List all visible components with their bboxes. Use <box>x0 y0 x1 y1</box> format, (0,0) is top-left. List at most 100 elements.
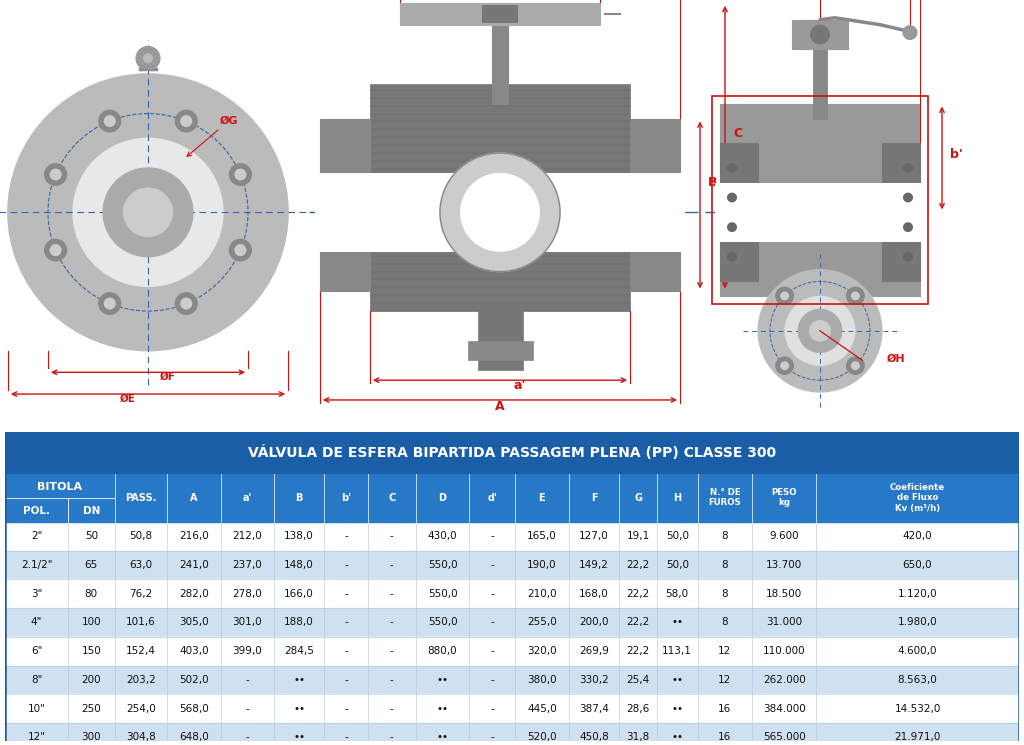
Text: 22,2: 22,2 <box>627 560 650 570</box>
Text: 22,2: 22,2 <box>627 589 650 599</box>
Bar <box>753 474 816 522</box>
Bar <box>325 474 368 522</box>
Text: C: C <box>388 492 395 503</box>
Text: 28,6: 28,6 <box>627 704 650 714</box>
Text: 149,2: 149,2 <box>580 560 609 570</box>
Text: 212,0: 212,0 <box>232 531 262 541</box>
Text: 4.600,0: 4.600,0 <box>898 646 937 656</box>
Bar <box>416 474 469 522</box>
Text: -: - <box>246 675 249 685</box>
Text: 150: 150 <box>82 646 101 656</box>
Circle shape <box>103 168 193 257</box>
Text: 101,6: 101,6 <box>126 618 156 627</box>
Text: 216,0: 216,0 <box>179 531 209 541</box>
Text: 403,0: 403,0 <box>179 646 209 656</box>
Text: 22,2: 22,2 <box>627 646 650 656</box>
Text: 31.000: 31.000 <box>766 618 802 627</box>
Text: 450,8: 450,8 <box>580 732 609 743</box>
Text: -: - <box>490 560 495 570</box>
Text: F: F <box>591 492 597 503</box>
Bar <box>5 474 115 522</box>
Text: 320,0: 320,0 <box>527 646 557 656</box>
Text: B: B <box>295 492 303 503</box>
Text: 8: 8 <box>722 531 728 541</box>
Circle shape <box>45 164 67 186</box>
Text: 284,5: 284,5 <box>285 646 314 656</box>
Text: a': a' <box>514 379 526 392</box>
Bar <box>5 432 1019 474</box>
Text: 250: 250 <box>82 704 101 714</box>
Text: ••: •• <box>672 675 683 685</box>
Text: -: - <box>390 704 394 714</box>
Text: 502,0: 502,0 <box>179 675 209 685</box>
Text: -: - <box>344 560 348 570</box>
Circle shape <box>180 297 193 309</box>
Text: 65: 65 <box>85 560 98 570</box>
Circle shape <box>798 309 842 352</box>
Text: 113,1: 113,1 <box>663 646 692 656</box>
Text: 300: 300 <box>82 732 101 743</box>
Text: 550,0: 550,0 <box>428 589 458 599</box>
Text: 282,0: 282,0 <box>179 589 209 599</box>
Text: 22,2: 22,2 <box>627 618 650 627</box>
Text: 301,0: 301,0 <box>232 618 262 627</box>
Text: 190,0: 190,0 <box>527 560 557 570</box>
Text: 430,0: 430,0 <box>428 531 458 541</box>
Text: 168,0: 168,0 <box>580 589 609 599</box>
Bar <box>813 49 827 118</box>
Bar <box>5 665 1019 694</box>
Circle shape <box>903 192 913 203</box>
Circle shape <box>727 163 737 173</box>
Bar <box>5 580 1019 608</box>
Text: ••: •• <box>293 732 305 743</box>
Text: 16: 16 <box>718 704 731 714</box>
Circle shape <box>175 293 198 314</box>
Circle shape <box>810 25 830 45</box>
Text: -: - <box>246 732 249 743</box>
Circle shape <box>143 54 153 63</box>
Text: ØE: ØE <box>120 394 136 404</box>
Text: -: - <box>390 732 394 743</box>
Text: ••: •• <box>672 618 683 627</box>
Text: 50,0: 50,0 <box>666 560 689 570</box>
Text: 241,0: 241,0 <box>179 560 209 570</box>
Text: H: H <box>673 492 681 503</box>
Circle shape <box>49 168 61 180</box>
Text: -: - <box>390 589 394 599</box>
Text: 21.971,0: 21.971,0 <box>894 732 941 743</box>
Text: b': b' <box>341 492 351 503</box>
Text: 148,0: 148,0 <box>285 560 314 570</box>
Text: -: - <box>390 618 394 627</box>
Circle shape <box>780 361 790 370</box>
Bar <box>319 118 370 291</box>
Text: 165,0: 165,0 <box>527 531 557 541</box>
Text: 200: 200 <box>82 675 101 685</box>
Text: 188,0: 188,0 <box>285 618 314 627</box>
Text: ØH: ØH <box>887 353 905 364</box>
Text: A: A <box>190 492 198 503</box>
Text: 262.000: 262.000 <box>763 675 806 685</box>
Text: 880,0: 880,0 <box>428 646 458 656</box>
Text: PASS.: PASS. <box>125 492 157 503</box>
Text: 255,0: 255,0 <box>527 618 557 627</box>
Text: 80: 80 <box>85 589 98 599</box>
Bar <box>816 474 1019 522</box>
Text: -: - <box>490 531 495 541</box>
Text: B: B <box>708 176 718 188</box>
Text: 650,0: 650,0 <box>903 560 932 570</box>
Text: 380,0: 380,0 <box>527 675 557 685</box>
Circle shape <box>98 110 121 132</box>
Text: ØF: ØF <box>160 372 176 382</box>
Bar <box>167 474 221 522</box>
Text: -: - <box>390 675 394 685</box>
Text: 12: 12 <box>718 646 731 656</box>
Text: 63,0: 63,0 <box>129 560 153 570</box>
Text: 50: 50 <box>85 531 98 541</box>
Text: 166,0: 166,0 <box>285 589 314 599</box>
Bar <box>792 20 848 49</box>
Text: 200,0: 200,0 <box>580 618 609 627</box>
Bar <box>478 306 523 370</box>
Text: 1.120,0: 1.120,0 <box>898 589 937 599</box>
Bar <box>5 723 1019 745</box>
Text: 8: 8 <box>722 618 728 627</box>
